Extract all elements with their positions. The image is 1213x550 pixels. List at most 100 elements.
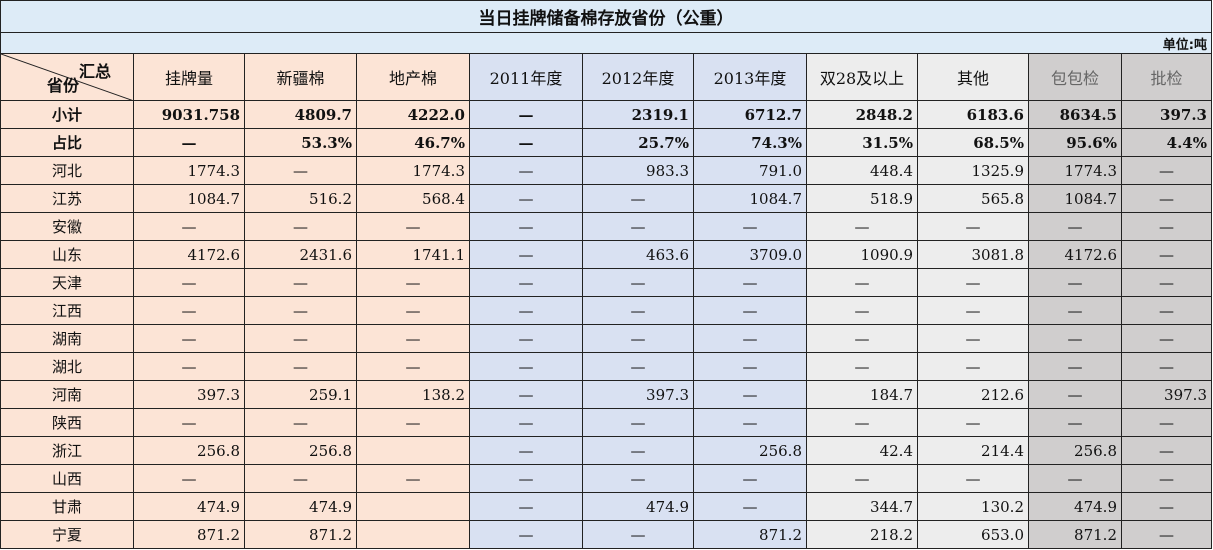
- table-cell: 653.0: [917, 520, 1029, 549]
- table-cell: —: [1121, 436, 1212, 465]
- table-cell: 4222.0: [356, 100, 470, 129]
- table-cell: 214.4: [917, 436, 1029, 465]
- table-cell: 25.7%: [582, 128, 694, 157]
- table-cell: —: [1121, 408, 1212, 437]
- table-cell: 53.3%: [244, 128, 357, 157]
- table-cell: 2848.2: [806, 100, 918, 129]
- table-cell: —: [582, 408, 694, 437]
- table-cell: —: [693, 296, 807, 325]
- table-row: 河北 1774.3—1774.3—983.3 791.0 448.4 1325.9 177…: [0, 156, 1212, 185]
- table-row: 山东 4172.6 2431.6 1741.1—463.6 3709.0 1090.9 30…: [0, 240, 1212, 269]
- table-cell: —: [917, 464, 1029, 493]
- column-header: 2011年度: [469, 53, 583, 101]
- province-name: 河北: [0, 156, 134, 185]
- table-cell: 1084.7: [133, 184, 245, 213]
- table-cell: 474.9: [244, 492, 357, 521]
- column-header: 新疆棉: [244, 53, 357, 101]
- corner-bottom-label: 省份: [47, 76, 80, 95]
- table-cell: —: [917, 212, 1029, 241]
- table-cell: 2431.6: [244, 240, 357, 269]
- unit-label: 单位:吨: [0, 32, 1212, 54]
- province-name: 陕西: [0, 408, 134, 437]
- table-cell: 516.2: [244, 184, 357, 213]
- province-name: 甘肃: [0, 492, 134, 521]
- table-cell: —: [917, 296, 1029, 325]
- province-name: 浙江: [0, 436, 134, 465]
- table-cell: 256.8: [133, 436, 245, 465]
- table-cell: —: [806, 324, 918, 353]
- table-cell: —: [469, 268, 583, 297]
- table-cell: —: [582, 436, 694, 465]
- table-cell: —: [1028, 268, 1122, 297]
- table-cell: —: [693, 352, 807, 381]
- table-cell: 8634.5: [1028, 100, 1122, 129]
- table-cell: 2319.1: [582, 100, 694, 129]
- table-row: 安徽 — — — — — — — — — —: [0, 212, 1212, 241]
- table-cell: —: [582, 184, 694, 213]
- province-name: 湖南: [0, 324, 134, 353]
- table-cell: 3081.8: [917, 240, 1029, 269]
- table-cell: 344.7: [806, 492, 918, 521]
- table-cell: 130.2: [917, 492, 1029, 521]
- table-cell: 42.4: [806, 436, 918, 465]
- table-cell: —: [356, 324, 470, 353]
- corner-top-label: 汇总: [78, 62, 111, 81]
- table-cell: —: [1028, 296, 1122, 325]
- table-cell: —: [806, 408, 918, 437]
- table-cell: 256.8: [1028, 436, 1122, 465]
- table-row: 江西 — — — — — — — — — —: [0, 296, 1212, 325]
- table-cell: 4809.7: [244, 100, 357, 129]
- table-cell: 568.4: [356, 184, 470, 213]
- table-cell: —: [1121, 324, 1212, 353]
- table-cell: 1741.1: [356, 240, 470, 269]
- table-row: 陕西 — — — — — — — — — —: [0, 408, 1212, 437]
- table-cell: 6712.7: [693, 100, 807, 129]
- table-cell: 397.3: [1121, 380, 1212, 409]
- table-cell: —: [133, 464, 245, 493]
- table-cell: 4172.6: [133, 240, 245, 269]
- province-name: 河南: [0, 380, 134, 409]
- column-header: 2013年度: [693, 53, 807, 101]
- table-cell: —: [469, 380, 583, 409]
- corner-header: 汇总 省份: [0, 53, 134, 101]
- table-cell: 138.2: [356, 380, 470, 409]
- table-cell: —: [582, 324, 694, 353]
- column-header: 地产棉: [356, 53, 470, 101]
- table-cell: 1090.9: [806, 240, 918, 269]
- table-cell: —: [469, 464, 583, 493]
- province-name: 安徽: [0, 212, 134, 241]
- province-name: 山东: [0, 240, 134, 269]
- table-cell: 474.9: [582, 492, 694, 521]
- table-cell: 1774.3: [1028, 156, 1122, 185]
- table-cell: —: [244, 212, 357, 241]
- table-cell: 1084.7: [1028, 184, 1122, 213]
- table-cell: —: [244, 156, 357, 185]
- table-row: 宁夏 871.2 871.2— —871.2 218.2 653.0 871.2—: [0, 520, 1212, 549]
- table-cell: —: [244, 268, 357, 297]
- table-cell: —: [244, 324, 357, 353]
- table-cell: 871.2: [1028, 520, 1122, 549]
- table-cell: 184.7: [806, 380, 918, 409]
- table-cell: —: [693, 268, 807, 297]
- province-name: 小计: [0, 100, 134, 129]
- table-cell: 518.9: [806, 184, 918, 213]
- table-cell: [356, 520, 470, 549]
- table-cell: 983.3: [582, 156, 694, 185]
- table-cell: 463.6: [582, 240, 694, 269]
- table-cell: —: [244, 464, 357, 493]
- table-cell: —: [469, 408, 583, 437]
- table-cell: 74.3%: [693, 128, 807, 157]
- table-cell: 565.8: [917, 184, 1029, 213]
- table-cell: —: [244, 296, 357, 325]
- table-cell: —: [133, 268, 245, 297]
- table-cell: —: [356, 212, 470, 241]
- table-row: 天津 — — — — — — — — — —: [0, 268, 1212, 297]
- table-cell: —: [1121, 184, 1212, 213]
- table-cell: —: [469, 520, 583, 549]
- province-name: 江苏: [0, 184, 134, 213]
- table-cell: —: [469, 324, 583, 353]
- table-cell: 871.2: [693, 520, 807, 549]
- table-cell: 791.0: [693, 156, 807, 185]
- table-cell: —: [917, 352, 1029, 381]
